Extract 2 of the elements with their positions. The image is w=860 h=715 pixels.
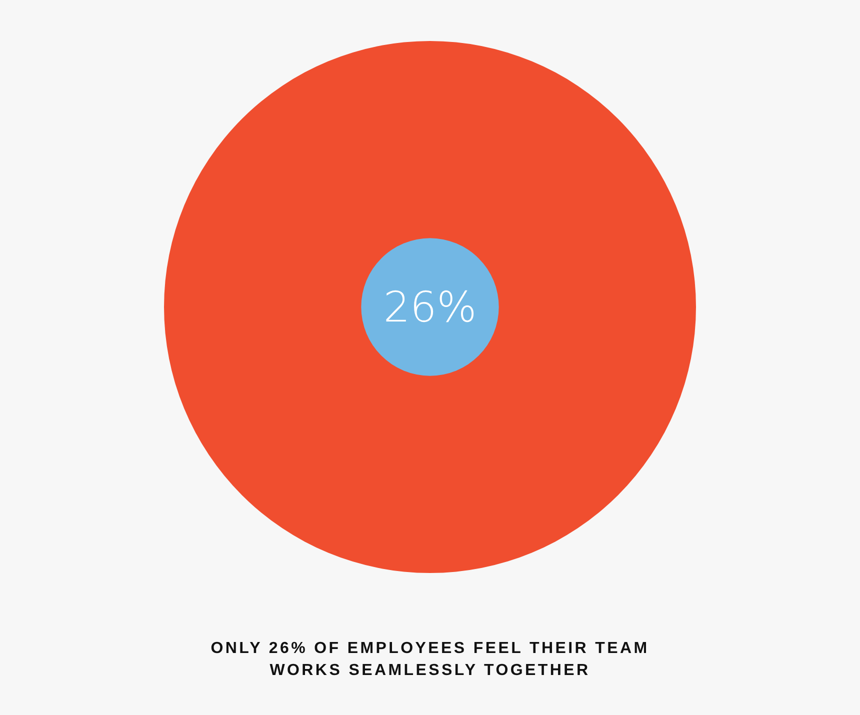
data-label: 26% <box>383 282 477 332</box>
text: ONLY 26% OF EMPLOYEES FEEL THEIR TEAM WORKS SEAMLESSLY TOGETHER <box>210 640 650 679</box>
